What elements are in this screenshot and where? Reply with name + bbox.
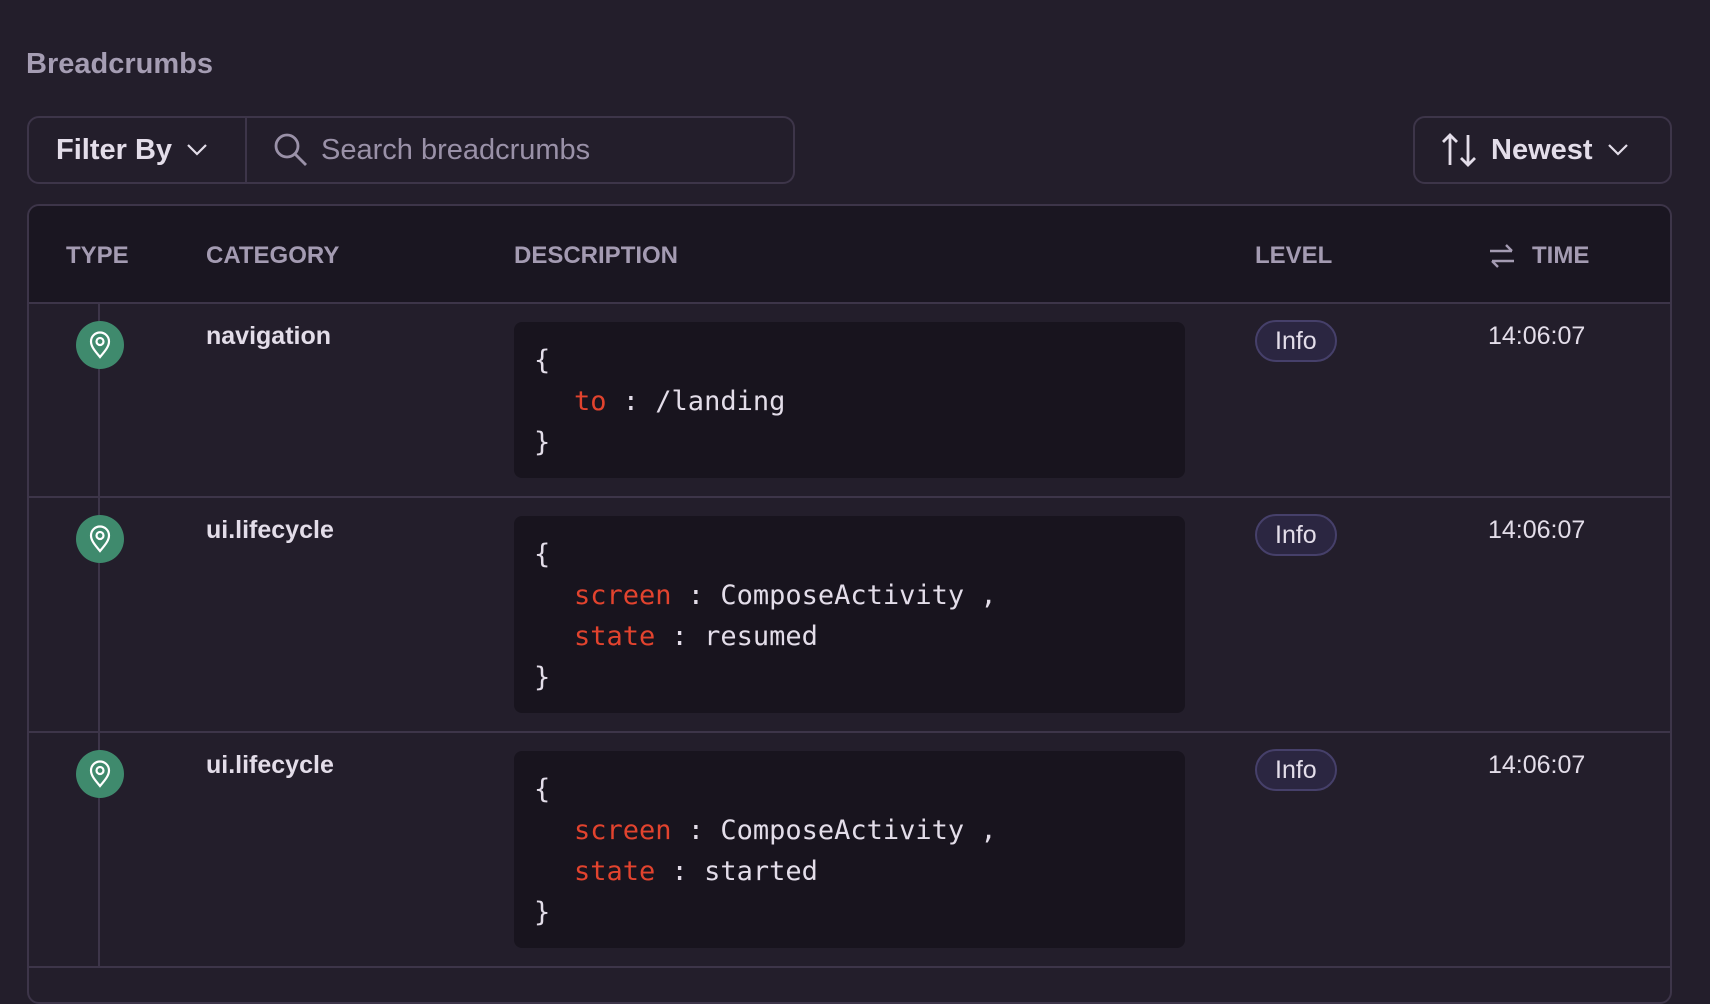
- chevron-down-icon: [187, 144, 207, 156]
- field-separator: ,: [964, 815, 997, 846]
- chevron-down-icon: [1607, 144, 1628, 156]
- location-pin-icon: [76, 515, 124, 563]
- field-separator: ,: [964, 580, 997, 611]
- column-time[interactable]: TIME: [1532, 242, 1590, 269]
- description-block: { screen : ComposeActivity , state : start…: [514, 751, 1185, 948]
- field-key: screen: [574, 815, 672, 846]
- sort-dropdown[interactable]: Newest: [1413, 116, 1672, 184]
- brace-open: {: [534, 539, 551, 570]
- timestamp: 14:06:07: [1488, 751, 1586, 779]
- search-container: [247, 118, 793, 182]
- category: ui.lifecycle: [206, 516, 334, 544]
- column-level: LEVEL: [1255, 242, 1333, 269]
- description-field: screen : ComposeActivity ,: [574, 815, 997, 846]
- category: ui.lifecycle: [206, 751, 334, 779]
- timestamp: 14:06:07: [1488, 322, 1586, 350]
- field-key: screen: [574, 580, 672, 611]
- timestamp: 14:06:07: [1488, 516, 1586, 544]
- filter-bar: Filter By: [27, 116, 795, 184]
- level-badge: Info: [1255, 320, 1337, 362]
- breadcrumbs-table: TYPE CATEGORY DESCRIPTION LEVEL TIME nav…: [27, 204, 1672, 1004]
- table-row[interactable]: ui.lifecycle { screen : ComposeActivity ,…: [29, 498, 1670, 733]
- timeline-line: [98, 304, 100, 498]
- table-row[interactable]: ui.lifecycle { screen : ComposeActivity ,…: [29, 733, 1670, 968]
- field-key: state: [574, 856, 656, 887]
- section-title: Breadcrumbs: [26, 48, 213, 80]
- field-value: ComposeActivity: [720, 815, 965, 846]
- location-pin-icon: [76, 750, 124, 798]
- level-badge: Info: [1255, 514, 1337, 556]
- brace-open: {: [534, 774, 551, 805]
- description-field: state : started: [574, 856, 818, 887]
- brace-open: {: [534, 345, 551, 376]
- field-key: state: [574, 621, 656, 652]
- brace-close: }: [534, 427, 551, 458]
- column-description: DESCRIPTION: [514, 242, 679, 269]
- table-row[interactable]: navigation { to : /landing} Info 14:06:07: [29, 304, 1670, 498]
- brace-close: }: [534, 662, 551, 693]
- search-icon: [274, 133, 307, 166]
- field-value: /landing: [655, 386, 786, 417]
- column-type: TYPE: [66, 242, 129, 269]
- sort-label: Newest: [1491, 133, 1593, 166]
- timeline-line: [98, 733, 100, 968]
- swap-arrows-icon[interactable]: [1488, 244, 1516, 268]
- sort-arrows-icon: [1442, 133, 1476, 167]
- category: navigation: [206, 322, 332, 350]
- search-input[interactable]: [321, 133, 761, 167]
- field-value: ComposeActivity: [720, 580, 965, 611]
- table-header: TYPE CATEGORY DESCRIPTION LEVEL TIME: [29, 206, 1670, 304]
- field-key: to: [574, 386, 607, 417]
- description-block: { to : /landing}: [514, 322, 1185, 478]
- timeline-line: [98, 498, 100, 733]
- location-pin-icon: [76, 321, 124, 369]
- field-value: resumed: [704, 621, 818, 652]
- brace-close: }: [534, 897, 551, 928]
- filter-by-label: Filter By: [56, 133, 173, 166]
- filter-by-dropdown[interactable]: Filter By: [29, 118, 247, 182]
- column-category: CATEGORY: [206, 242, 340, 269]
- level-badge: Info: [1255, 749, 1337, 791]
- description-block: { screen : ComposeActivity , state : resum…: [514, 516, 1185, 713]
- description-field: state : resumed: [574, 621, 818, 652]
- field-value: started: [704, 856, 818, 887]
- description-field: screen : ComposeActivity ,: [574, 580, 997, 611]
- description-field: to : /landing: [574, 386, 786, 417]
